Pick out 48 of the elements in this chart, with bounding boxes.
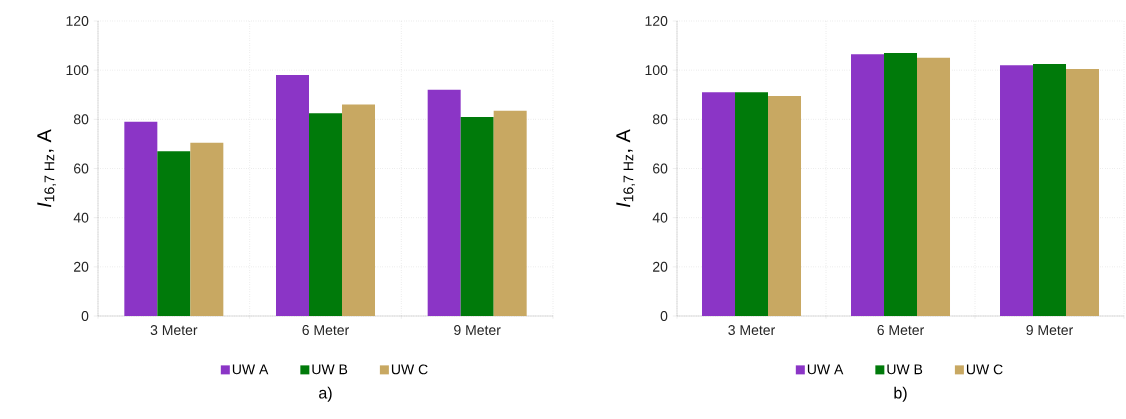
y-tick-label: 60 <box>653 163 668 174</box>
x-tick-label: 9 Meter <box>454 325 501 336</box>
y-tick-label: 60 <box>74 163 89 174</box>
y-tick-label: 100 <box>645 65 668 76</box>
x-tick-label: 6 Meter <box>302 325 349 336</box>
y-axis-title: I$_{16,7 Hz}$, A <box>616 129 636 208</box>
y-tick-label: 40 <box>73 212 89 223</box>
y-tick-label: 40 <box>652 212 668 223</box>
bar <box>768 95 802 316</box>
bar <box>1066 68 1100 316</box>
y-tick-label: 80 <box>652 114 668 125</box>
bar <box>1000 65 1034 316</box>
y-tick-label: 20 <box>74 261 89 272</box>
bar <box>1033 64 1067 316</box>
x-tick-label: 3 Meter <box>150 325 198 336</box>
bar <box>851 54 885 316</box>
y-tick-label: 80 <box>73 114 89 125</box>
legend-label: UW C <box>391 364 428 375</box>
y-axis-title: I$_{16,7 Hz}$, A <box>37 129 56 208</box>
text: a) <box>319 386 332 402</box>
y-tick-label: 0 <box>660 311 668 321</box>
y-tick-label: 20 <box>653 261 668 272</box>
x-tick-label: 3 Meter <box>728 325 775 336</box>
bar <box>735 92 769 316</box>
x-tick-label: 6 Meter <box>877 325 924 336</box>
bar <box>276 75 309 316</box>
y-tick-label: 0 <box>81 311 89 321</box>
bar <box>702 92 736 316</box>
legend-label: UW B <box>312 364 348 375</box>
legend-label: UW B <box>887 364 923 375</box>
bar <box>493 110 527 316</box>
bar <box>917 57 951 316</box>
bar <box>342 104 375 316</box>
x-tick-label: 9 Meter <box>1026 325 1073 336</box>
y-tick-label: 120 <box>645 16 668 26</box>
bar <box>124 121 158 316</box>
bar <box>157 151 191 316</box>
text: b) <box>894 386 907 402</box>
bar <box>427 89 461 316</box>
bar <box>460 116 494 316</box>
y-tick-label: 120 <box>66 16 89 26</box>
y-tick-label: 100 <box>66 65 89 76</box>
bar <box>884 52 918 316</box>
legend-label: UW A <box>232 364 269 375</box>
legend-label: UW C <box>966 364 1003 375</box>
bar <box>309 113 342 316</box>
legend-label: UW A <box>807 364 844 375</box>
bar <box>190 142 224 316</box>
